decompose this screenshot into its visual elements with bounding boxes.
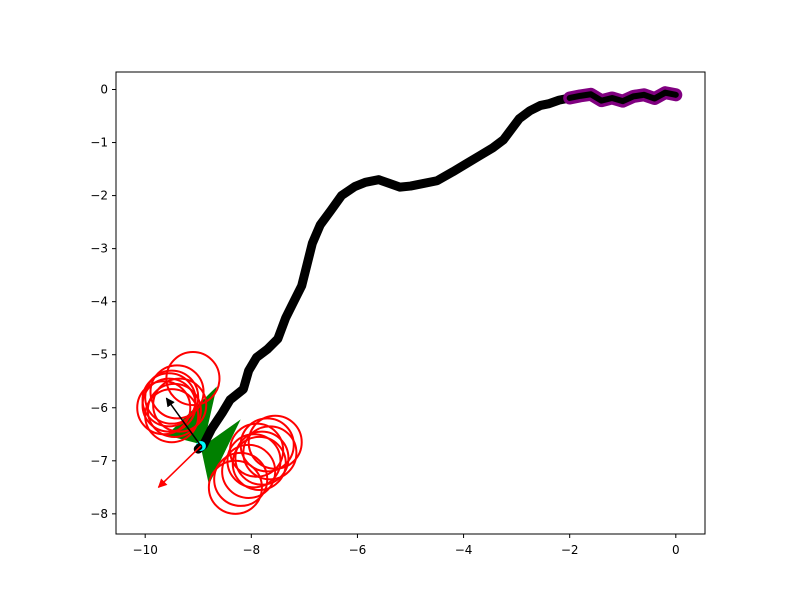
obstacle-circle-18 [229, 422, 285, 478]
y-tick-label: −7 [90, 454, 108, 468]
plot-area [136, 86, 683, 515]
x-tick-label: −6 [349, 543, 367, 557]
heading-arrow [165, 397, 202, 447]
y-tick-label: −4 [90, 295, 108, 309]
obstacle-circle-6 [144, 388, 200, 444]
x-tick-label: 0 [672, 543, 680, 557]
y-tick-label: −5 [90, 348, 108, 362]
y-tick-label: −2 [90, 189, 108, 203]
obstacle-circle-17 [207, 459, 263, 515]
x-tick-label: −10 [133, 543, 158, 557]
x-tick-label: −2 [561, 543, 579, 557]
x-tick-label: −4 [455, 543, 473, 557]
x-tick-label: −8 [242, 543, 260, 557]
sector-wedge-1 [200, 419, 241, 485]
obstacle-circle-5 [146, 382, 202, 438]
recent-trajectory-core [566, 89, 679, 105]
y-tick-label: −8 [90, 507, 108, 521]
obstacle-circle-15 [221, 443, 277, 499]
y-tick-label: −3 [90, 242, 108, 256]
obstacle-circle-16 [213, 451, 269, 507]
y-tick-label: −6 [90, 401, 108, 415]
x-axis: −10 −8 −6 −4 −2 0 [133, 534, 680, 557]
axes-frame [115, 71, 706, 535]
obstacle-circle-7 [141, 372, 197, 428]
y-tick-label: 0 [100, 83, 108, 97]
goal-arrow [157, 445, 202, 488]
y-tick-label: −1 [90, 136, 108, 150]
y-axis: 0 −1 −2 −3 −4 −5 −6 −7 −8 [90, 83, 116, 521]
obstacle-circle-8 [152, 377, 208, 433]
